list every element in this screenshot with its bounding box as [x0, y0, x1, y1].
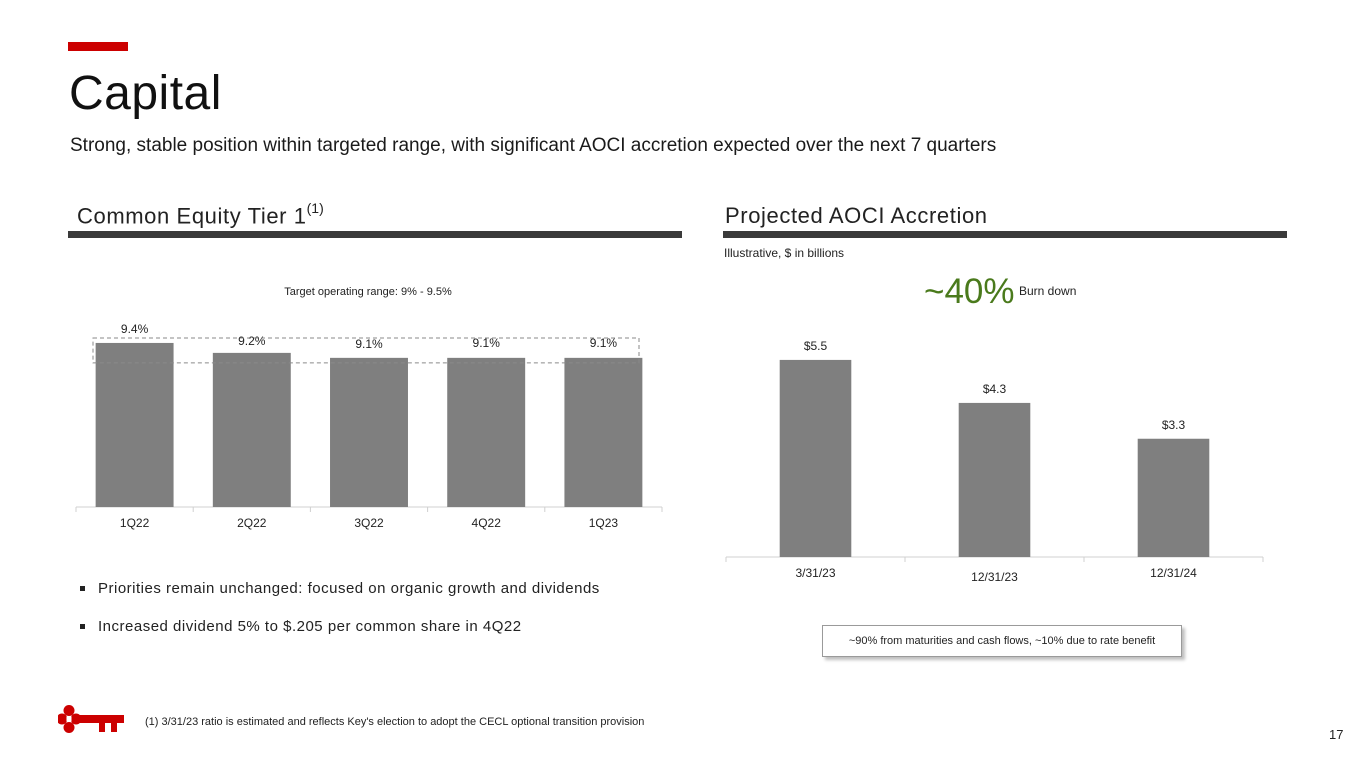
- bar-1Q23: [564, 357, 643, 507]
- page-title: Capital: [69, 67, 222, 120]
- target-range-annotation: Target operating range: 9% - 9.5%: [284, 286, 452, 298]
- bullet-square-icon: [80, 624, 85, 629]
- data-label: $3.3: [1162, 418, 1186, 432]
- bullet-text: Increased dividend 5% to $.205 per commo…: [98, 618, 522, 635]
- aoci-section-rule: [723, 231, 1287, 238]
- x-tick-label: 3Q22: [354, 516, 384, 530]
- bar-3Q22: [330, 357, 408, 507]
- cet1-section-rule: [68, 231, 682, 238]
- data-label: 9.1%: [590, 336, 618, 350]
- page-number: 17: [1329, 727, 1344, 742]
- x-tick-label: 12/31/23: [971, 570, 1018, 584]
- key-logo-icon: [58, 705, 124, 733]
- aoci-chart: $5.5 3/31/23 $4.3 12/31/23 $3.3 12/31/24: [725, 339, 1264, 584]
- footnote: (1) 3/31/23 ratio is estimated and refle…: [145, 716, 645, 728]
- bar-12/31/24: [1137, 438, 1210, 557]
- bar-4Q22: [447, 357, 526, 507]
- data-label: $5.5: [804, 339, 828, 353]
- callout-text: ~90% from maturities and cash flows, ~10…: [848, 635, 1156, 647]
- accent-bar: [68, 42, 128, 51]
- x-tick-label: 4Q22: [472, 516, 502, 530]
- aoci-callout-box: ~90% from maturities and cash flows, ~10…: [822, 625, 1182, 657]
- cet1-chart: 9.4% 1Q22 9.2% 2Q22 9.1% 3Q22 9.1% 4Q22 9.1% 1Q23…: [75, 286, 663, 530]
- x-tick-label: 2Q22: [237, 516, 267, 530]
- burn-down-percent: ~40%: [924, 272, 1015, 311]
- x-tick-label: 3/31/23: [795, 566, 835, 580]
- x-tick-label: 12/31/24: [1150, 566, 1197, 580]
- target-range-box: [92, 337, 640, 364]
- priorities-list: Priorities remain unchanged: focused on …: [80, 580, 600, 656]
- cet1-section-title: Common Equity Tier 1(1): [77, 200, 324, 229]
- x-tick-label: 1Q22: [120, 516, 150, 530]
- bar-2Q22: [212, 352, 291, 507]
- list-item: Increased dividend 5% to $.205 per commo…: [80, 618, 600, 656]
- page-subtitle: Strong, stable position within targeted …: [70, 135, 997, 156]
- bar-12/31/23: [958, 402, 1031, 557]
- data-label: $4.3: [983, 382, 1007, 396]
- bar-3/31/23: [779, 359, 852, 557]
- aoci-section-title: Projected AOCI Accretion: [725, 203, 988, 228]
- aoci-units-note: Illustrative, $ in billions: [724, 246, 845, 260]
- cet1-title-text: Common Equity Tier 1: [77, 203, 307, 229]
- bullet-square-icon: [80, 586, 85, 591]
- cet1-footnote-marker: (1): [306, 200, 324, 216]
- bar-1Q22: [95, 342, 174, 507]
- list-item: Priorities remain unchanged: focused on …: [80, 580, 600, 618]
- data-label: 9.1%: [355, 337, 383, 351]
- burn-down-label: Burn down: [1019, 284, 1077, 298]
- x-tick-label: 1Q23: [589, 516, 619, 530]
- data-label: 9.2%: [238, 334, 266, 348]
- data-label: 9.1%: [473, 336, 501, 350]
- data-label: 9.4%: [121, 322, 149, 336]
- bullet-text: Priorities remain unchanged: focused on …: [98, 580, 600, 597]
